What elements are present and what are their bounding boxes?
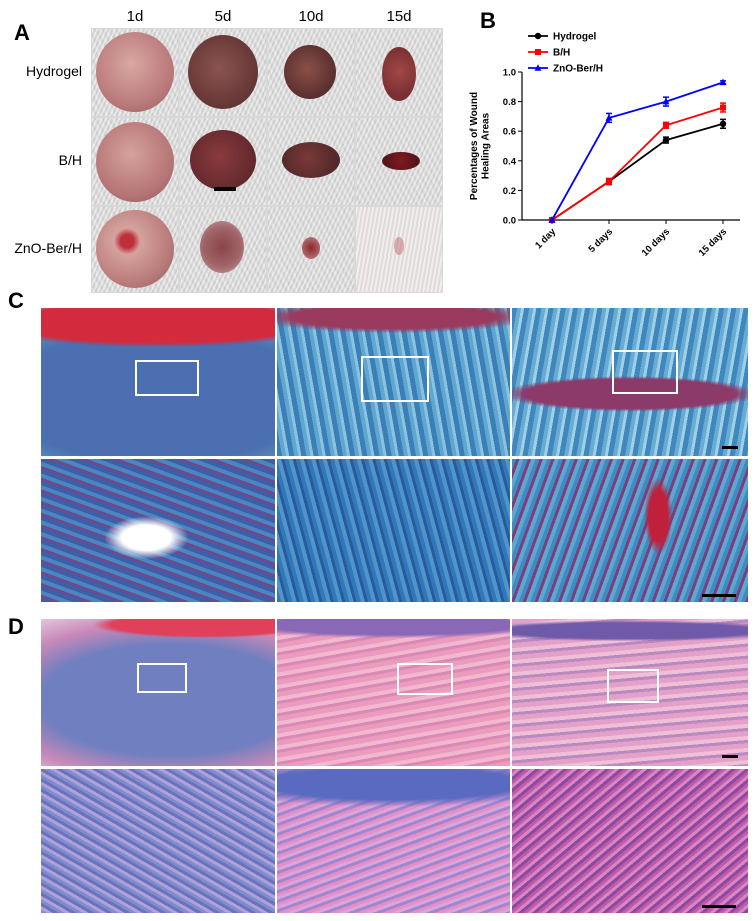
- legend-label: B/H: [553, 48, 570, 59]
- masson-overview-znoberh: [512, 308, 748, 456]
- y-tick-label: 0.4: [503, 156, 517, 167]
- col-label-1d: 1d: [126, 8, 144, 25]
- x-tick-label: 1 day: [533, 226, 558, 251]
- wound-photo-znoberh-1d: [91, 206, 179, 293]
- wound-photo-znoberh-10d: [267, 206, 355, 293]
- y-tick-label: 0.2: [503, 186, 516, 197]
- panel-label-c: C: [8, 288, 24, 313]
- wound-photo-bh-1d: [91, 117, 179, 206]
- he-overview-znoberh: [512, 619, 748, 766]
- wound-photo-bh-10d: [267, 117, 355, 206]
- data-point: [606, 178, 612, 185]
- data-point: [662, 136, 670, 144]
- x-tick-label: 15 days: [697, 226, 729, 258]
- data-point: [662, 97, 670, 105]
- x-tick-label: 5 days: [586, 226, 615, 255]
- histology-scale-bar: [722, 755, 738, 758]
- masson-detail-bh: [277, 459, 510, 602]
- y-tick-label: 1.0: [503, 68, 516, 79]
- data-point: [663, 122, 669, 129]
- data-point: [720, 104, 726, 111]
- histology-scale-bar: [702, 905, 736, 908]
- series-line-hydrogel: [551, 122, 724, 221]
- series-line-zno-ber-h: [551, 81, 724, 221]
- legend-marker: [534, 32, 542, 40]
- panel-label-a: A: [14, 20, 30, 45]
- row-label-hydrogel: Hydrogel: [25, 63, 82, 79]
- y-tick-label: 0.6: [503, 127, 516, 138]
- y-tick-label: 0.0: [503, 216, 516, 227]
- wound-photo-znoberh-15d: [355, 206, 443, 293]
- histology-scale-bar: [702, 594, 736, 597]
- data-point: [719, 120, 727, 128]
- legend-marker: [534, 64, 542, 71]
- y-tick-label: 0.8: [503, 97, 516, 108]
- panel-label-d: D: [8, 614, 24, 639]
- masson-overview-hydrogel: [41, 308, 275, 456]
- row-label-bh: B/H: [58, 152, 82, 168]
- legend-label: ZnO-Ber/H: [553, 64, 603, 75]
- region-of-interest-box: [137, 663, 187, 693]
- x-tick-label: 10 days: [640, 226, 672, 258]
- data-point: [719, 78, 727, 86]
- he-detail-znoberh: [512, 769, 748, 913]
- wound-photo-hydrogel-5d: [179, 28, 267, 117]
- col-label-15d: 15d: [386, 8, 412, 25]
- wound-photo-znoberh-5d: [179, 206, 267, 293]
- wound-photo-hydrogel-10d: [267, 28, 355, 117]
- wound-photo-bh-15d: [355, 117, 443, 206]
- data-point: [605, 114, 613, 121]
- legend-label: Hydrogel: [553, 32, 597, 43]
- wound-photo-hydrogel-1d: [91, 28, 179, 117]
- he-overview-hydrogel: [41, 619, 275, 766]
- region-of-interest-box: [397, 663, 453, 695]
- region-of-interest-box: [361, 356, 429, 402]
- wound-photo-bh-5d: [179, 117, 267, 206]
- col-label-10d: 10d: [298, 8, 324, 25]
- legend-marker: [535, 49, 541, 55]
- masson-overview-bh: [277, 308, 510, 456]
- wound-healing-line-chart: 0.0 0.2 0.4 0.6 0.8 1.0 1 day 5 days 10 days 15 d…: [469, 32, 740, 259]
- series-line-b-h: [551, 106, 724, 221]
- he-detail-bh: [277, 769, 510, 913]
- data-point: [548, 216, 556, 223]
- row-label-znoberh: ZnO-Ber/H: [14, 240, 82, 256]
- photo-scale-bar: [214, 187, 236, 191]
- masson-detail-znoberh: [512, 459, 748, 602]
- y-axis-label: Percentages of WoundHealing Areas: [469, 92, 492, 200]
- masson-detail-hydrogel: [41, 459, 275, 602]
- panel-label-b: B: [480, 8, 496, 33]
- col-label-5d: 5d: [214, 8, 232, 25]
- region-of-interest-box: [135, 360, 199, 396]
- he-overview-bh: [277, 619, 510, 766]
- he-detail-hydrogel: [41, 769, 275, 913]
- histology-scale-bar: [722, 446, 738, 449]
- wound-photo-hydrogel-15d: [355, 28, 443, 117]
- region-of-interest-box: [607, 669, 659, 703]
- region-of-interest-box: [612, 350, 678, 394]
